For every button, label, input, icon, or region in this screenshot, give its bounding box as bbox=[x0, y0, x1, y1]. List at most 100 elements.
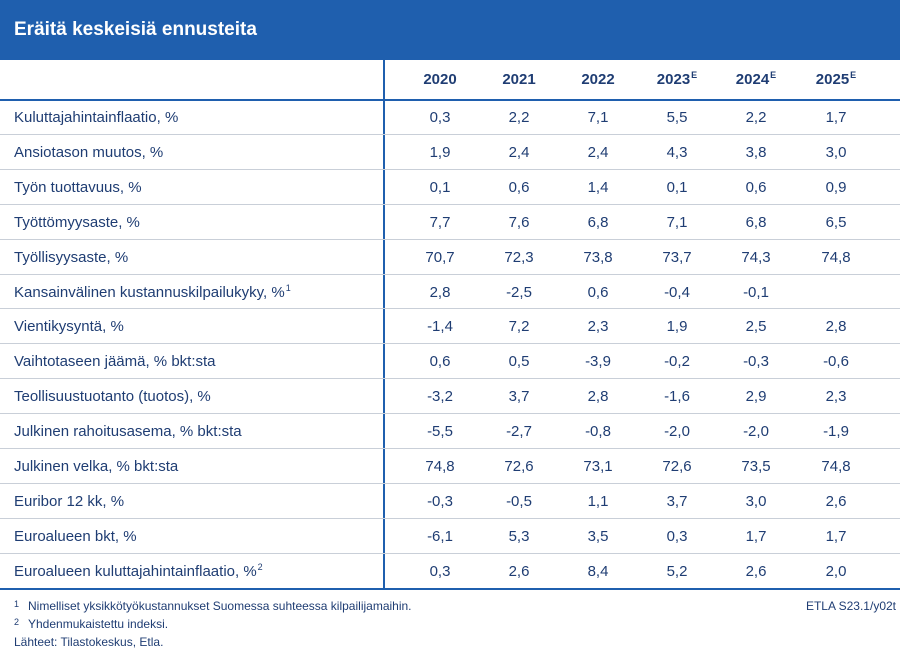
row-label: Julkinen velka, % bkt:sta bbox=[14, 458, 178, 475]
table-row: Vientikysyntä, % -1,4 7,2 2,3 1,9 2,5 2,8 bbox=[0, 309, 900, 344]
column-year: 2021 bbox=[502, 71, 536, 88]
table-row: Työttömyysaste, % 7,7 7,6 6,8 7,1 6,8 6,5 bbox=[0, 205, 900, 240]
table-cell: 8,4 bbox=[587, 562, 609, 580]
row-label: Vientikysyntä, % bbox=[14, 318, 124, 335]
row-separator bbox=[0, 413, 900, 414]
table-cell: -1,6 bbox=[664, 388, 690, 406]
table-cell: 73,7 bbox=[662, 248, 692, 266]
table-cell: -1,4 bbox=[427, 318, 453, 336]
column-header-2023: 2023E bbox=[647, 70, 707, 89]
row-label-text: Vientikysyntä, % bbox=[14, 318, 124, 336]
row-label: Työn tuottavuus, % bbox=[14, 179, 142, 196]
table-cell: 5,2 bbox=[666, 562, 688, 580]
row-label-text: Julkinen rahoitusasema, % bkt:sta bbox=[14, 423, 242, 441]
table-row: Teollisuustuotanto (tuotos), % -3,2 3,7 2,8… bbox=[0, 379, 900, 414]
column-year: 2020 bbox=[423, 71, 457, 88]
table-cell: 2,3 bbox=[825, 388, 847, 406]
table-cell: 7,2 bbox=[508, 318, 530, 336]
row-separator bbox=[0, 378, 900, 379]
table-cell: 2,4 bbox=[508, 143, 530, 161]
table-cell: 2,9 bbox=[745, 388, 767, 406]
row-separator bbox=[0, 274, 900, 275]
table-cell: 2,6 bbox=[508, 562, 530, 580]
header-underline bbox=[0, 99, 900, 101]
row-label-text: Euroalueen bkt, % bbox=[14, 527, 137, 545]
footnote-text: Lähteet: Tilastokeskus, Etla. bbox=[14, 635, 164, 649]
row-label: Vaihtotaseen jäämä, % bkt:sta bbox=[14, 353, 216, 370]
row-label: Julkinen rahoitusasema, % bkt:sta bbox=[14, 423, 242, 440]
row-label: Työttömyysaste, % bbox=[14, 214, 140, 231]
footnote-text: Yhdenmukaistettu indeksi. bbox=[28, 617, 169, 631]
footnote: 2 Yhdenmukaistettu indeksi. bbox=[14, 617, 168, 631]
table-cell: -2,0 bbox=[664, 423, 690, 441]
footnote-number: 2 bbox=[14, 617, 20, 627]
table-cell: 3,5 bbox=[587, 527, 609, 545]
row-label-text: Työttömyysaste, % bbox=[14, 213, 140, 231]
table-cell: 2,4 bbox=[587, 143, 609, 161]
table-cell: 3,0 bbox=[825, 143, 847, 161]
table-header-row: 2020 2021 2022 2023E 2024E 2025E bbox=[0, 60, 900, 100]
table-cell: 2,5 bbox=[745, 318, 767, 336]
column-year: 2023 bbox=[656, 71, 691, 88]
column-header-2024: 2024E bbox=[726, 70, 786, 89]
row-label: Ansiotason muutos, % bbox=[14, 144, 163, 161]
table-cell: 0,3 bbox=[429, 109, 451, 126]
estimate-marker: E bbox=[770, 70, 777, 80]
column-header-2025: 2025E bbox=[806, 71, 866, 89]
estimate-marker: E bbox=[691, 70, 698, 80]
table-cell: -0,3 bbox=[743, 353, 769, 371]
table-row: Kuluttajahintainflaatio, % 0,3 2,2 7,1 5,5 2,… bbox=[0, 100, 900, 135]
table-cell: 2,2 bbox=[745, 109, 767, 126]
column-header-2022: 2022 bbox=[568, 71, 628, 88]
table-cell: 5,3 bbox=[508, 527, 530, 545]
row-separator bbox=[0, 239, 900, 240]
row-separator bbox=[0, 343, 900, 344]
footnote-number: 1 bbox=[14, 599, 20, 609]
table-cell: -2,0 bbox=[743, 423, 769, 441]
row-label-text: Teollisuustuotanto (tuotos), % bbox=[14, 388, 211, 406]
table-row: Vaihtotaseen jäämä, % bkt:sta 0,6 0,5 -3,9 -… bbox=[0, 344, 900, 379]
row-label: Teollisuustuotanto (tuotos), % bbox=[14, 388, 211, 405]
row-separator bbox=[0, 518, 900, 519]
label-column-divider bbox=[383, 60, 385, 589]
table-cell: 72,6 bbox=[504, 458, 534, 475]
column-header-2020: 2020 bbox=[410, 71, 470, 88]
table-cell: -5,5 bbox=[427, 423, 453, 441]
row-label-text: Työllisyysaste, % bbox=[14, 248, 129, 266]
row-separator bbox=[0, 204, 900, 205]
table-cell: -2,5 bbox=[506, 283, 532, 301]
table-cell: 3,0 bbox=[745, 492, 767, 510]
row-separator bbox=[0, 588, 900, 590]
table-cell: 5,5 bbox=[666, 109, 688, 126]
table-cell: -3,9 bbox=[585, 353, 611, 371]
row-label-text: Vaihtotaseen jäämä, % bkt:sta bbox=[14, 353, 216, 371]
table-cell: 0,6 bbox=[429, 353, 451, 371]
table-cell: -0,2 bbox=[664, 353, 690, 371]
table-cell: 3,7 bbox=[666, 492, 688, 510]
table-cell: -0,6 bbox=[823, 353, 849, 371]
table-cell: 0,6 bbox=[745, 178, 767, 196]
table-cell: -0,3 bbox=[427, 492, 453, 510]
table-cell: 3,8 bbox=[745, 143, 767, 161]
row-separator bbox=[0, 308, 900, 309]
table-row: Julkinen rahoitusasema, % bkt:sta -5,5 -2,… bbox=[0, 414, 900, 449]
table-cell: 6,8 bbox=[587, 213, 609, 231]
row-separator bbox=[0, 169, 900, 170]
table-row: Julkinen velka, % bkt:sta 74,8 72,6 73,1 72,… bbox=[0, 449, 900, 484]
table-cell: 2,6 bbox=[745, 562, 767, 580]
table-cell: 6,5 bbox=[825, 213, 847, 231]
column-header-2021: 2021 bbox=[489, 71, 549, 88]
table-cell: 0,1 bbox=[429, 178, 451, 196]
footnote-marker: 1 bbox=[285, 282, 291, 293]
row-separator bbox=[0, 483, 900, 484]
footnote-marker: 2 bbox=[257, 561, 263, 572]
table-cell: 70,7 bbox=[425, 248, 455, 266]
table-cell: 0,9 bbox=[825, 178, 847, 196]
table-cell: 2,6 bbox=[825, 492, 847, 510]
table-cell: 0,6 bbox=[508, 178, 530, 196]
table-row: Ansiotason muutos, % 1,9 2,4 2,4 4,3 3,8 3,0 bbox=[0, 135, 900, 170]
table-cell: 1,4 bbox=[587, 178, 609, 196]
table-cell: 2,3 bbox=[587, 318, 609, 336]
table-cell: 2,2 bbox=[508, 109, 530, 126]
table-cell: 2,8 bbox=[429, 283, 451, 301]
